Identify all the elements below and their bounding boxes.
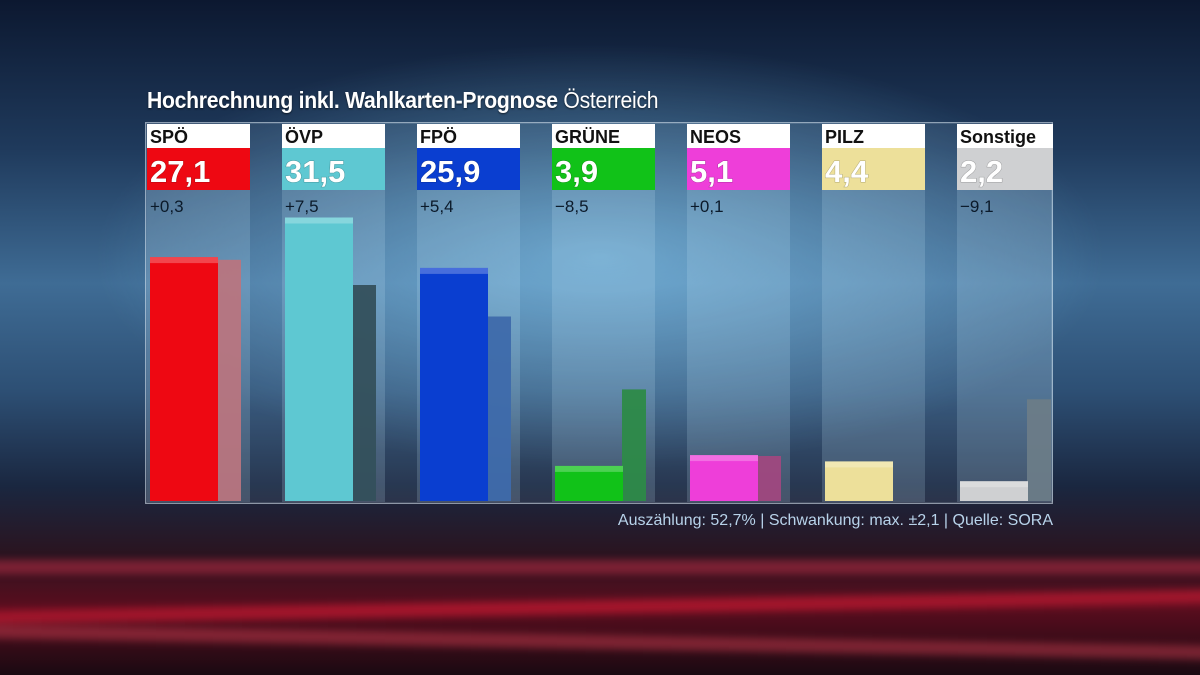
- current-bar-highlight: [825, 461, 893, 468]
- previous-bar: [217, 259, 241, 501]
- party-header: [282, 124, 385, 148]
- title-main: Hochrechnung inkl. Wahlkarten-Prognose: [147, 87, 558, 113]
- change-label: +5,4: [420, 197, 454, 216]
- election-bar-chart: SPÖ 27,1 +0,3 ÖVP 31,5 +7,5 FPÖ 25,9 +5,4 GRÜNE 3,…: [145, 122, 1053, 504]
- current-bar-highlight: [555, 465, 623, 472]
- background-streak: [0, 623, 1200, 661]
- value-label: 25,9: [420, 154, 480, 189]
- value-box: [957, 148, 1053, 190]
- party-name: NEOS: [690, 127, 741, 147]
- party-header: [957, 124, 1053, 148]
- party-name: ÖVP: [285, 127, 323, 147]
- party-header: [687, 124, 790, 148]
- current-bar: [825, 461, 893, 501]
- current-bar-highlight: [420, 267, 488, 274]
- party-header: [552, 124, 655, 148]
- change-label: +7,5: [285, 197, 319, 216]
- background-streak: [0, 560, 1200, 574]
- previous-bar: [487, 316, 511, 501]
- current-bar: [420, 267, 488, 501]
- change-label: +0,3: [150, 197, 184, 216]
- current-bar: [960, 481, 1028, 501]
- current-bar-highlight: [960, 481, 1028, 488]
- previous-bar: [757, 456, 781, 501]
- value-label: 27,1: [150, 154, 210, 189]
- party-header: [147, 124, 250, 148]
- value-label: 2,2: [960, 154, 1003, 189]
- party-name: GRÜNE: [555, 127, 620, 147]
- party-header: [417, 124, 520, 148]
- previous-bar: [622, 389, 646, 501]
- current-bar-highlight: [150, 257, 218, 264]
- value-label: 3,9: [555, 154, 598, 189]
- party-name: SPÖ: [150, 127, 188, 147]
- previous-bar: [1027, 399, 1051, 501]
- value-box: [687, 148, 790, 190]
- party-name: Sonstige: [960, 127, 1036, 147]
- chart-title: Hochrechnung inkl. Wahlkarten-Prognose Ö…: [147, 87, 659, 114]
- party-header: [822, 124, 925, 148]
- previous-bar: [352, 285, 376, 501]
- value-box: [417, 148, 520, 190]
- party-name: FPÖ: [420, 127, 457, 147]
- current-bar: [285, 217, 353, 501]
- chart-panel: SPÖ 27,1 +0,3 ÖVP 31,5 +7,5 FPÖ 25,9 +5,4 GRÜNE 3,…: [145, 122, 1053, 504]
- chart-footer: Auszählung: 52,7% | Schwankung: max. ±2,…: [617, 512, 1053, 529]
- value-box: [822, 148, 925, 190]
- value-label: 5,1: [690, 154, 733, 189]
- value-label: 31,5: [285, 154, 345, 189]
- change-label: +0,1: [690, 197, 724, 216]
- party-name: PILZ: [825, 127, 864, 147]
- value-box: [552, 148, 655, 190]
- background-streak: [0, 588, 1200, 626]
- change-label: −9,1: [960, 197, 994, 216]
- current-bar-highlight: [690, 455, 758, 462]
- title-region: Österreich: [563, 87, 659, 113]
- change-label: −8,5: [555, 197, 589, 216]
- current-bar-highlight: [285, 217, 353, 224]
- value-label: 4,4: [825, 154, 869, 189]
- current-bar: [150, 257, 218, 501]
- current-bar: [690, 455, 758, 501]
- value-box: [147, 148, 250, 190]
- current-bar: [555, 465, 623, 501]
- value-box: [282, 148, 385, 190]
